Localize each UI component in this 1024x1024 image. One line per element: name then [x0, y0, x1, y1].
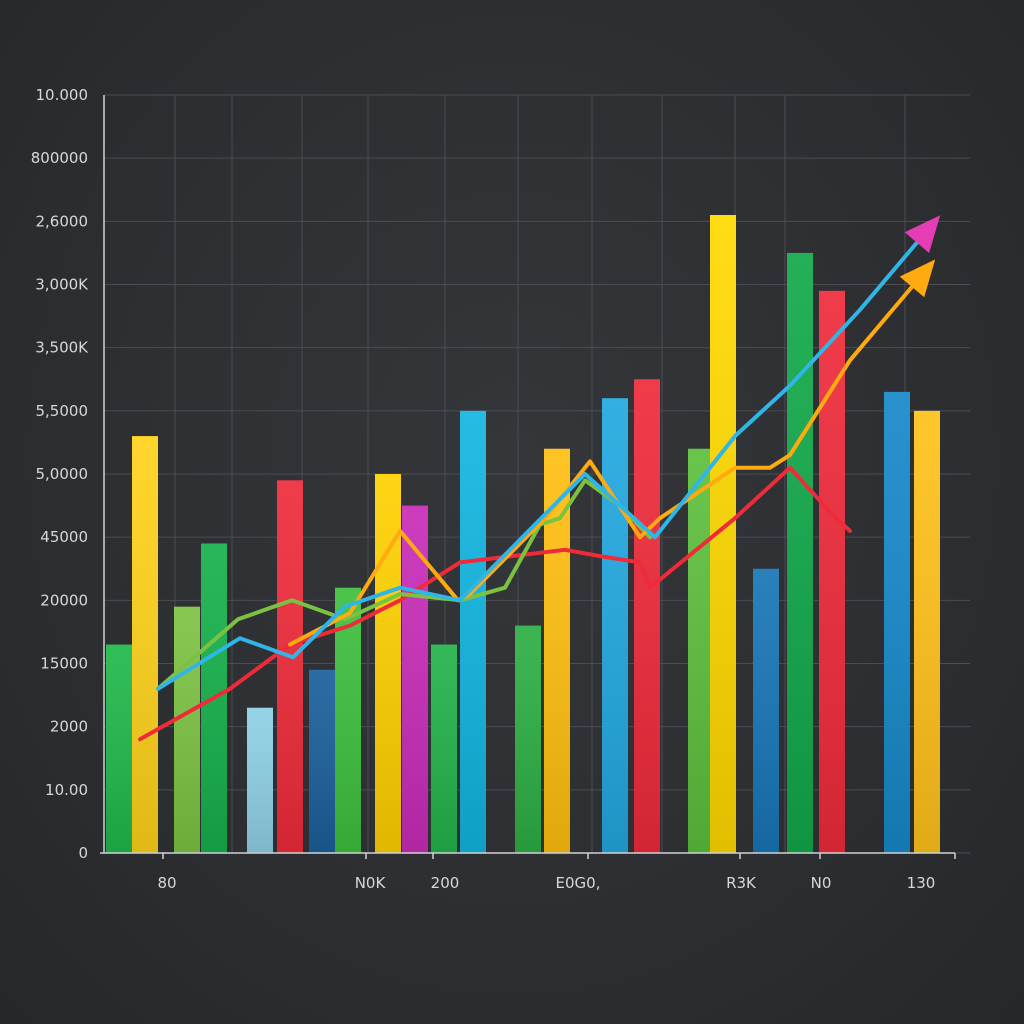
bar-shading: [914, 410, 940, 853]
y-tick-label: 15000: [40, 655, 88, 673]
bar-shading: [106, 644, 132, 853]
trend-arrowhead: [899, 259, 936, 298]
bar-shading: [753, 568, 779, 853]
bar-shading: [335, 587, 361, 853]
y-tick-label: 3,500K: [35, 339, 89, 357]
x-axis-tick-labels: 80 N0K 200 E0G0, R3K N0 130: [157, 874, 935, 892]
trend-lines: [138, 215, 941, 742]
y-tick-label: 3,000K: [35, 276, 89, 294]
bar-shading: [515, 625, 541, 853]
bar-shading: [602, 398, 628, 853]
y-tick-label: 800000: [31, 149, 88, 167]
bar-shading: [309, 669, 335, 853]
x-tick-label: R3K: [726, 874, 757, 892]
y-tick-label: 2,6000: [36, 212, 89, 230]
bars: [106, 215, 940, 854]
bar-shading: [375, 474, 401, 853]
x-tick-label: E0G0,: [556, 874, 601, 892]
bar-shading: [787, 252, 813, 853]
y-tick-label: 45000: [40, 528, 88, 546]
axes: [100, 95, 956, 859]
x-tick-label: 200: [431, 874, 460, 892]
x-tick-label: N0K: [355, 874, 387, 892]
x-tick-label: 80: [157, 874, 176, 892]
trend-arrowhead: [904, 215, 941, 253]
bar-shading: [174, 606, 200, 853]
bar-shading: [460, 410, 486, 853]
trend-line: [156, 219, 937, 691]
bar-shading: [884, 391, 910, 853]
bar-shading: [277, 480, 303, 853]
y-tick-label: 2000: [50, 718, 88, 736]
bar-shading: [402, 505, 428, 853]
bar-shading: [634, 379, 660, 853]
trend-line: [138, 465, 852, 742]
bar-shading: [247, 707, 273, 853]
y-tick-label: 0: [78, 844, 88, 862]
y-axis-tick-labels: 10.0008000002,60003,000K3,500K5,50005,00…: [31, 86, 89, 862]
bar-shading: [688, 448, 714, 853]
bar-shading: [132, 436, 158, 853]
y-tick-label: 5,0000: [36, 465, 89, 483]
trend-line: [156, 478, 652, 691]
y-tick-label: 5,5000: [36, 402, 89, 420]
y-tick-label: 10.00: [45, 781, 88, 799]
y-tick-label: 20000: [40, 591, 88, 609]
bar-shading: [819, 290, 845, 854]
y-tick-label: 10.000: [36, 86, 89, 104]
bar-shading: [431, 644, 457, 853]
x-tick-label: N0: [811, 874, 832, 892]
x-tick-label: 130: [907, 874, 936, 892]
